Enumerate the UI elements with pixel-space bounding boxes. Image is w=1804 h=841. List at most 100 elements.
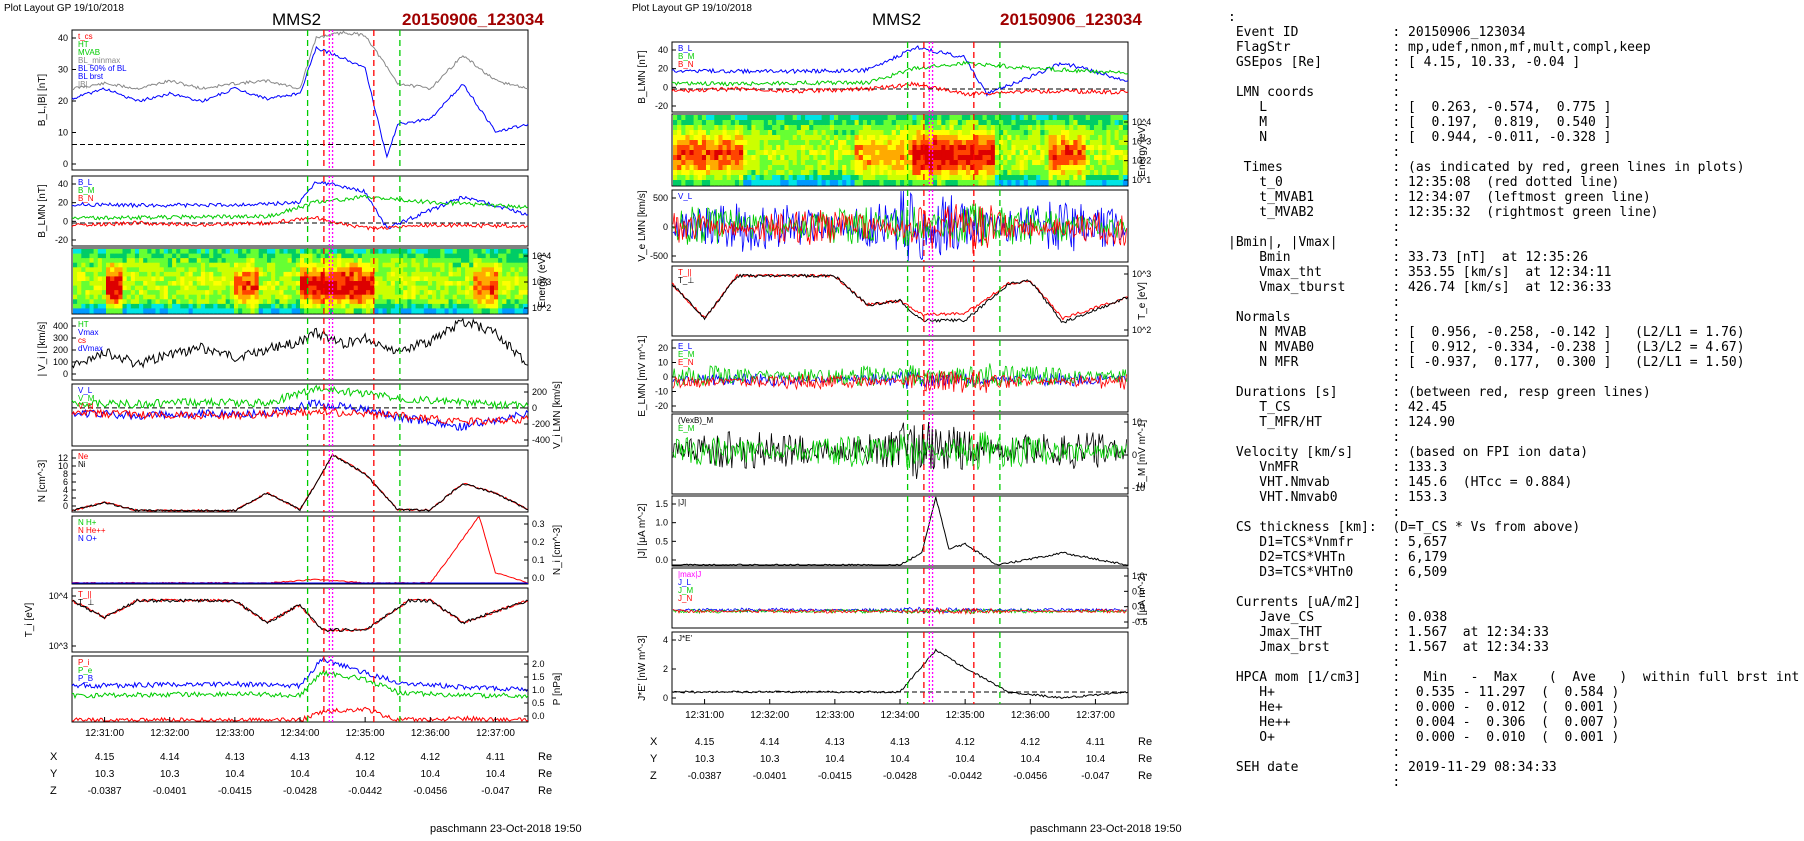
- spectrogram-cell: [941, 150, 946, 156]
- spectrogram-cell: [937, 160, 942, 166]
- spectrogram-cell: [933, 175, 938, 181]
- spectrogram-cell: [957, 155, 963, 161]
- spectrogram-cell: [225, 294, 231, 300]
- position-value: 10.3: [160, 769, 180, 780]
- spectrogram-cell: [295, 303, 301, 310]
- spectrogram-cell: [1077, 115, 1083, 121]
- spectrogram-cell: [875, 140, 880, 146]
- spectrogram-cell: [1015, 145, 1021, 151]
- spectrogram-cell: [518, 285, 524, 291]
- spectrogram-cell: [767, 130, 773, 136]
- spectrogram-cell: [196, 249, 202, 255]
- spectrogram-cell: [834, 165, 839, 171]
- spectrogram-cell: [966, 115, 971, 121]
- spectrogram-cell: [982, 140, 988, 146]
- spectrogram-cell: [701, 155, 707, 161]
- spectrogram-cell: [221, 303, 227, 310]
- spectrogram-cell: [337, 262, 342, 268]
- spectrogram-cell: [101, 271, 107, 278]
- spectrogram-cell: [494, 308, 499, 314]
- spectrogram-cell: [229, 249, 235, 255]
- spectrogram-cell: [1110, 155, 1116, 161]
- spectrogram-cell: [89, 276, 95, 282]
- spectrogram-cell: [262, 267, 268, 273]
- spectrogram-cell: [970, 160, 975, 166]
- spectrogram-cell: [957, 120, 963, 126]
- spectrogram-cell: [444, 267, 450, 273]
- spectrogram-cell: [821, 155, 827, 161]
- spectrogram-cell: [999, 115, 1004, 121]
- spectrogram-cell: [126, 290, 132, 296]
- spectrogram-cell: [514, 276, 520, 282]
- spectrogram-cell: [772, 115, 777, 121]
- spectrogram-cell: [176, 253, 181, 259]
- spectrogram-cell: [887, 165, 893, 171]
- spectrogram-cell: [172, 262, 177, 268]
- spectrogram-cell: [1011, 140, 1017, 146]
- spectrogram-cell: [933, 180, 938, 186]
- spectrogram-cell: [854, 150, 860, 156]
- spectrogram-cell: [838, 150, 843, 156]
- spectrogram-cell: [184, 276, 190, 282]
- spectrogram-cell: [510, 303, 516, 310]
- info-line: VnMFR : 133.3: [1228, 460, 1448, 475]
- spectrogram-cell: [130, 262, 136, 268]
- spectrogram-cell: [432, 271, 437, 278]
- spectrogram-cell: [242, 258, 247, 264]
- spectrogram-cell: [514, 308, 520, 314]
- spectrogram-cell: [875, 170, 880, 176]
- spectrogram-cell: [176, 249, 181, 255]
- spectrogram-cell: [928, 145, 934, 151]
- plot-layout-header: Plot Layout GP 19/10/2018: [4, 3, 124, 14]
- spectrogram-cell: [394, 281, 400, 287]
- spectrogram-cell: [341, 258, 346, 264]
- spectrogram-cell: [514, 271, 520, 278]
- spectrogram-cell: [697, 115, 703, 121]
- spectrogram-cell: [1077, 120, 1083, 126]
- spectrogram-cell: [366, 249, 371, 255]
- spectrogram-cell: [242, 285, 247, 291]
- spectrogram-cell: [673, 165, 678, 171]
- spectrogram-cell: [854, 145, 860, 151]
- spectrogram-cell: [122, 281, 128, 287]
- spectrogram-cell: [867, 160, 872, 166]
- spectrogram-cell: [143, 267, 148, 273]
- spectrogram-cell: [1007, 120, 1012, 126]
- spectrogram-cell: [920, 170, 926, 176]
- spectrogram-cell: [743, 150, 748, 156]
- spectrogram-cell: [755, 155, 761, 161]
- spectrogram-cell: [163, 276, 169, 282]
- spectrogram-cell: [403, 271, 408, 278]
- spectrogram-cell: [908, 170, 913, 176]
- spectrogram-cell: [805, 170, 810, 176]
- spectrogram-cell: [1085, 140, 1091, 146]
- spectrogram-cell: [180, 281, 185, 287]
- spectrogram-cell: [986, 170, 992, 176]
- spectrogram-cell: [73, 290, 78, 296]
- spectrogram-cell: [394, 290, 400, 296]
- spectrogram-cell: [743, 135, 748, 141]
- spectrogram-cell: [788, 170, 794, 176]
- spectrogram-cell: [122, 303, 128, 310]
- spectrogram-cell: [316, 303, 322, 310]
- spectrogram-cell: [829, 115, 835, 121]
- spectrogram-cell: [200, 299, 206, 305]
- spectrogram-cell: [739, 175, 744, 181]
- spectrogram-cell: [1040, 145, 1045, 151]
- spectrogram-cell: [386, 294, 392, 300]
- spectrogram-cell: [196, 253, 202, 259]
- spectrogram-cell: [701, 115, 707, 121]
- spectrogram-cell: [167, 285, 173, 291]
- spectrogram-cell: [357, 267, 363, 273]
- position-value: -0.0401: [153, 786, 187, 797]
- info-line: :: [1228, 295, 1401, 310]
- spectrogram-cell: [213, 267, 218, 273]
- legend-entry: |J|: [678, 498, 686, 507]
- spectrogram-cell: [821, 180, 827, 186]
- spectrogram-cell: [345, 285, 351, 291]
- spectrogram-cell: [300, 271, 305, 278]
- spectrogram-cell: [706, 170, 711, 176]
- spectrogram-cell: [283, 299, 289, 305]
- spectrogram-cell: [784, 140, 790, 146]
- spectrogram-cell: [308, 290, 313, 296]
